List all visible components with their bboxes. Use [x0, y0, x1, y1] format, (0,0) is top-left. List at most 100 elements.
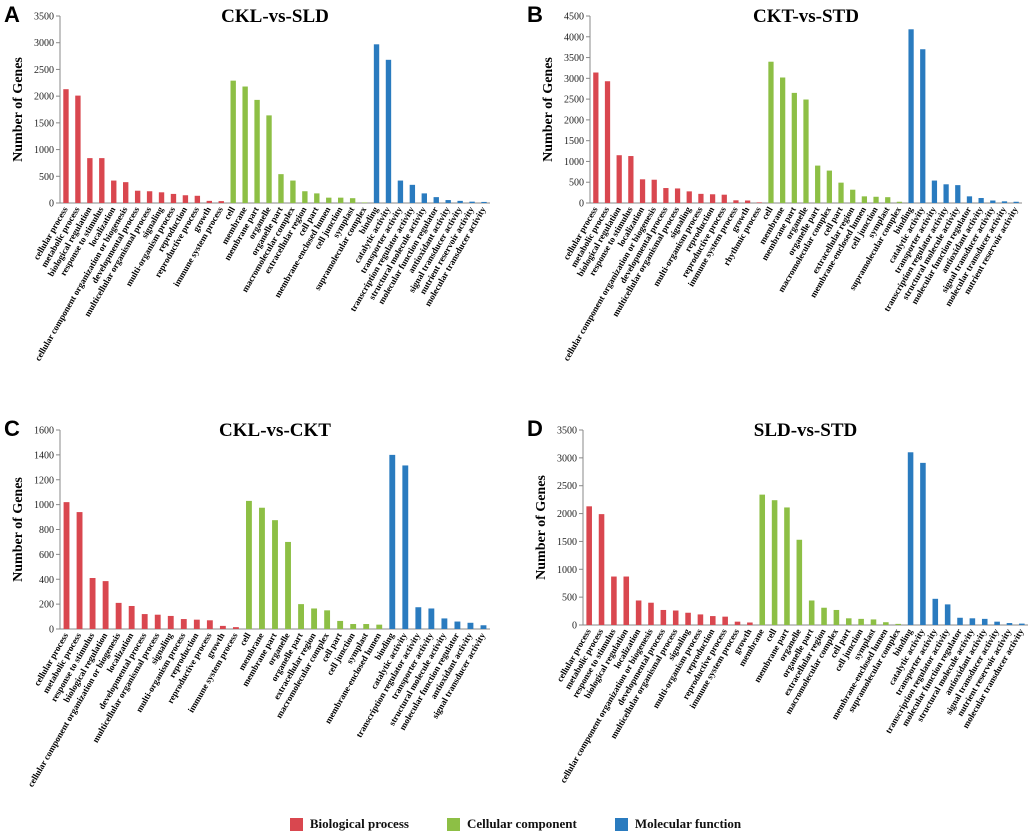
bar: [115, 602, 122, 629]
bar: [415, 607, 422, 629]
legend-item-molecular-function: Molecular function: [614, 814, 742, 834]
bar: [648, 602, 654, 625]
bar: [768, 61, 774, 203]
chart-title: CKL-vs-SLD: [221, 6, 329, 27]
bar: [908, 29, 914, 204]
panel-letter: C: [4, 416, 20, 441]
bar: [994, 621, 1000, 625]
y-tick-label: 2000: [564, 115, 584, 126]
y-tick-label: 1500: [557, 537, 577, 548]
bar: [63, 502, 70, 629]
bar: [821, 607, 827, 625]
bar: [883, 622, 889, 625]
bar: [722, 616, 728, 625]
bar: [278, 174, 284, 203]
chart-title: CKT-vs-STD: [753, 6, 859, 27]
legend-item-cellular-component: Cellular component: [446, 814, 577, 834]
bar: [402, 465, 409, 629]
bar: [337, 620, 344, 629]
y-axis-label: Number of Genes: [11, 57, 26, 162]
bar: [932, 598, 939, 625]
bar: [955, 185, 961, 203]
bar: [771, 500, 778, 625]
bar: [128, 605, 135, 629]
bar: [957, 617, 963, 625]
bar: [338, 197, 344, 203]
y-tick-label: 4500: [564, 12, 584, 23]
bar: [389, 454, 396, 629]
bar: [218, 201, 224, 203]
bar: [421, 193, 427, 203]
bar: [259, 507, 265, 629]
bar: [361, 202, 368, 203]
y-tick-label: 2500: [557, 481, 577, 492]
legend: Biological process Cellular component Mo…: [0, 814, 1031, 834]
panel-a: A CKL-vs-SLD Number of Genes 0 500 1000 1500 20…: [4, 2, 490, 363]
bar: [639, 179, 646, 203]
bar: [850, 189, 856, 203]
bar: [454, 621, 461, 629]
bar: [623, 576, 630, 625]
bar: [838, 182, 844, 203]
bar: [193, 619, 200, 629]
bar: [311, 608, 318, 629]
bar: [385, 59, 392, 203]
bar: [815, 165, 821, 203]
y-tick-label: 1600: [34, 426, 54, 437]
bar: [230, 80, 236, 203]
legend-swatch-molecular-function: [614, 817, 628, 831]
legend-label: Molecular function: [634, 816, 742, 831]
bar: [920, 462, 926, 625]
y-axis-label: Number of Genes: [541, 57, 556, 162]
bar: [441, 618, 448, 629]
y-tick-label: 0: [579, 199, 584, 210]
bar: [232, 627, 239, 629]
y-tick-label: 600: [39, 550, 54, 561]
bar: [481, 201, 487, 203]
bar: [302, 191, 308, 203]
bar: [966, 196, 973, 203]
bar: [796, 539, 803, 625]
bar: [326, 197, 332, 203]
bar: [611, 576, 617, 625]
bar: [123, 182, 129, 203]
y-tick-label: 3000: [564, 74, 584, 85]
y-tick-label: 1000: [34, 500, 54, 511]
bar: [314, 193, 320, 203]
bar: [604, 81, 611, 203]
bar: [154, 614, 161, 629]
y-tick-label: 3000: [557, 453, 577, 464]
bar: [895, 623, 901, 625]
legend-swatch-cellular-component: [446, 817, 460, 831]
bar: [206, 620, 213, 629]
bar: [990, 200, 996, 203]
bar: [593, 72, 599, 203]
bar: [969, 618, 976, 625]
bar: [428, 608, 435, 629]
y-tick-label: 1000: [557, 565, 577, 576]
bar: [826, 170, 832, 203]
y-tick-label: 2000: [34, 92, 54, 103]
bar: [756, 202, 762, 203]
legend-item-biological-process: Biological process: [289, 814, 409, 834]
bar: [744, 200, 751, 203]
bar: [803, 99, 809, 203]
bar: [651, 179, 657, 203]
bar: [943, 184, 949, 203]
y-axis-label: Number of Genes: [11, 477, 26, 582]
y-tick-label: 0: [49, 199, 54, 210]
bar: [733, 200, 739, 203]
bar: [672, 610, 679, 625]
bar: [397, 180, 404, 203]
y-tick-label: 1400: [34, 450, 54, 461]
bar: [885, 197, 891, 203]
y-tick-label: 2000: [557, 509, 577, 520]
y-tick-label: 2500: [34, 65, 54, 76]
bar: [298, 604, 304, 629]
bar: [102, 581, 109, 629]
bar: [75, 95, 81, 203]
bar: [710, 616, 716, 625]
y-tick-label: 1000: [564, 157, 584, 168]
bar: [206, 200, 212, 203]
bar: [182, 195, 189, 203]
